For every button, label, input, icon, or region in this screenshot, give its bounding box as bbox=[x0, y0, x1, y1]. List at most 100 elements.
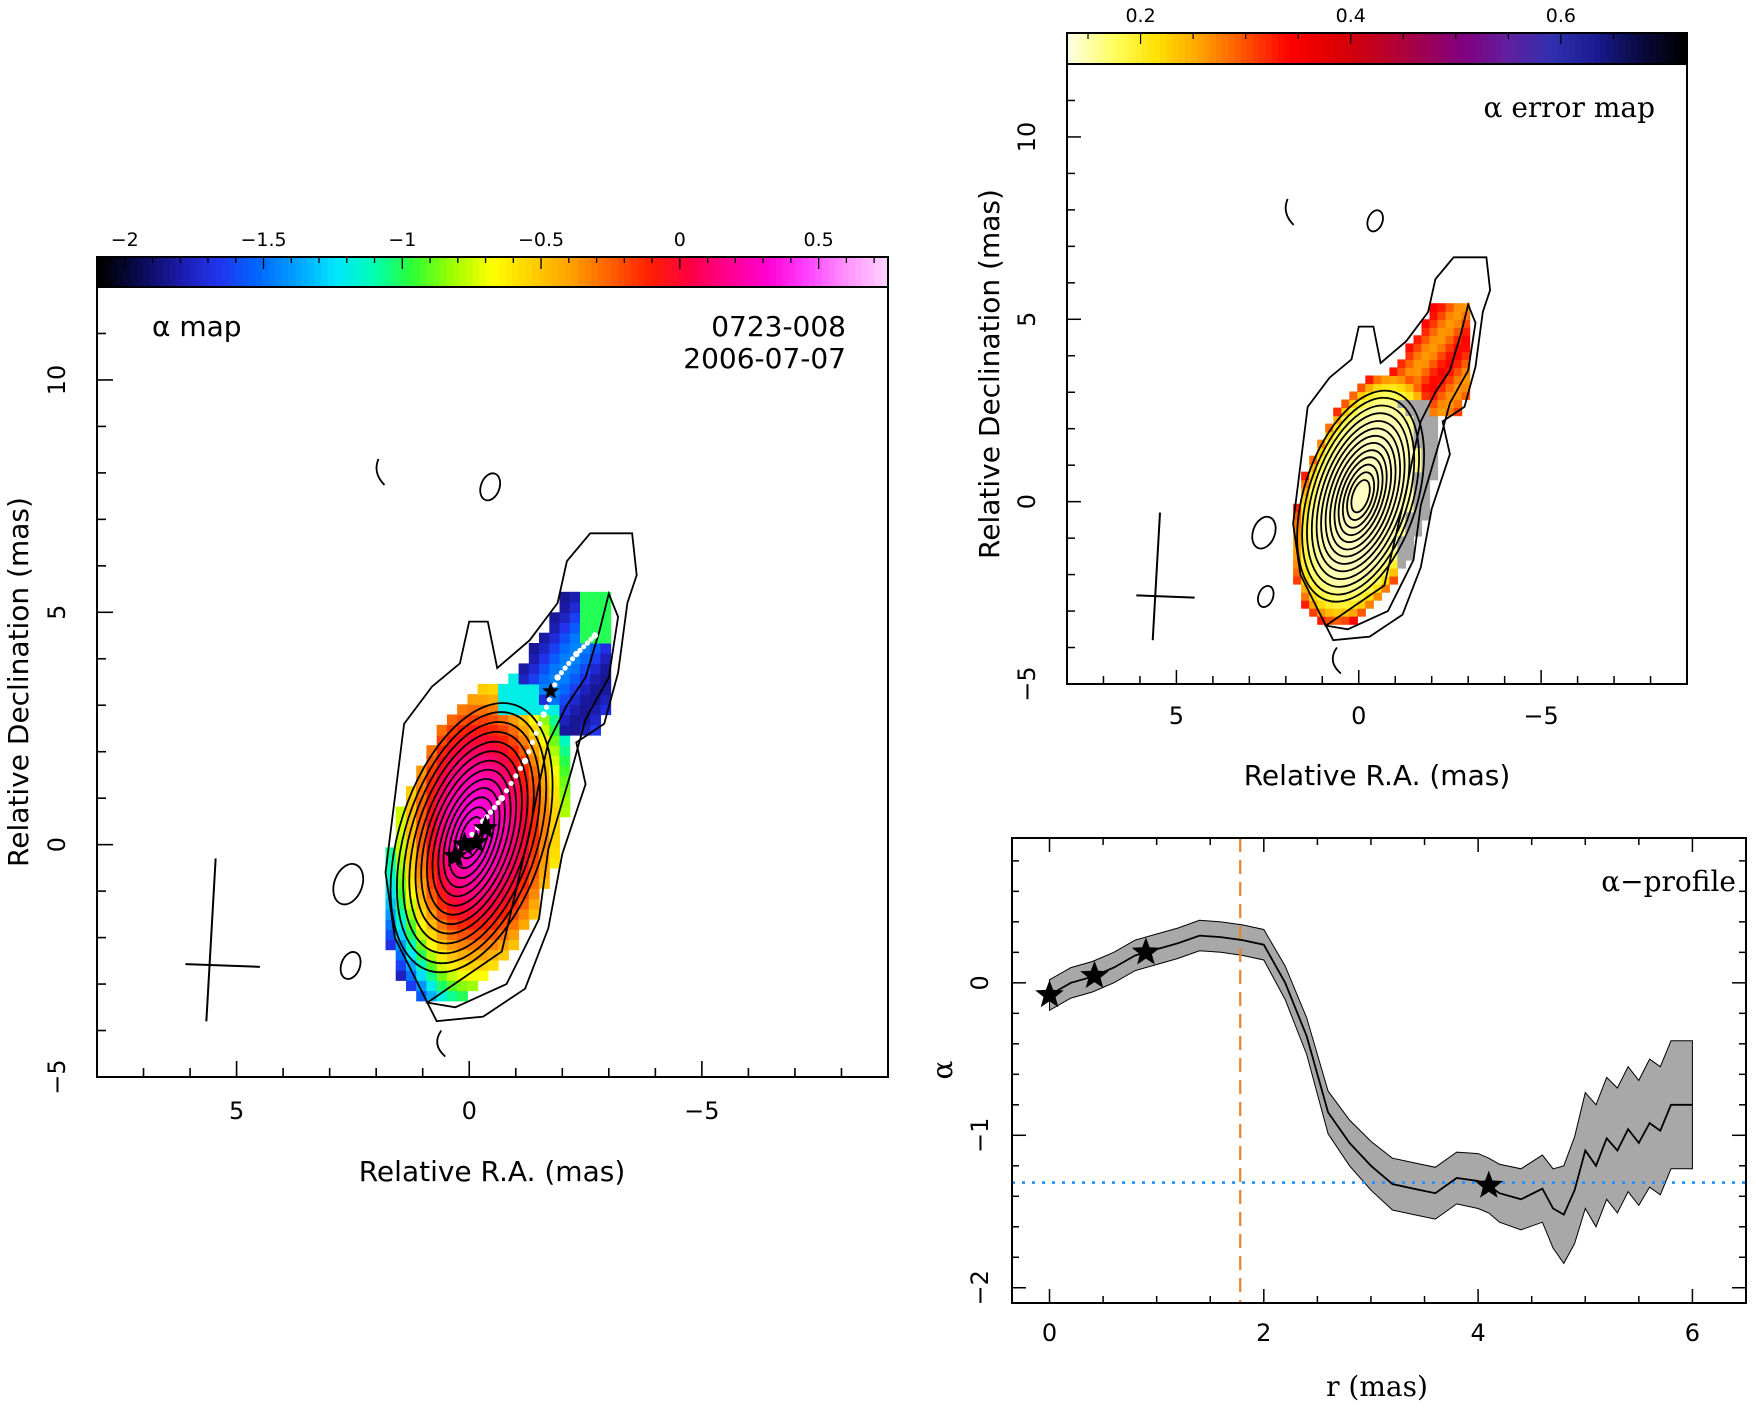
colorbar-swatch bbox=[1098, 33, 1105, 64]
error-pixel bbox=[1429, 407, 1439, 417]
alpha-pixel bbox=[580, 602, 591, 613]
error-pixel bbox=[1309, 560, 1318, 569]
alpha-error-map-label: α error map bbox=[1484, 91, 1655, 124]
ridge-point bbox=[581, 644, 587, 650]
error-pixel bbox=[1309, 527, 1318, 537]
ridge-point bbox=[584, 640, 591, 646]
alpha-pixel bbox=[487, 714, 499, 726]
error-pixel bbox=[1325, 471, 1334, 481]
error-pixel bbox=[1429, 359, 1439, 368]
error-pixel bbox=[1365, 511, 1374, 521]
error-pixel bbox=[1349, 503, 1358, 513]
alpha-pixel bbox=[416, 898, 427, 910]
alpha-pixel bbox=[406, 908, 417, 920]
colorbar-swatch bbox=[162, 257, 171, 287]
ridge-point bbox=[469, 831, 475, 838]
error-pixel bbox=[1445, 327, 1455, 336]
error-pixel bbox=[1341, 576, 1350, 585]
alpha-pixel bbox=[467, 878, 479, 889]
alpha-pixel bbox=[426, 980, 438, 992]
alpha-pixel bbox=[559, 602, 571, 613]
error-pixel bbox=[1461, 375, 1471, 385]
alpha-pixel bbox=[539, 745, 550, 756]
colorbar-swatch bbox=[578, 257, 586, 287]
error-pixel bbox=[1365, 423, 1374, 433]
colorbar-swatch bbox=[1507, 33, 1514, 64]
alpha-pixel bbox=[426, 847, 438, 859]
error-pixel bbox=[1365, 527, 1374, 537]
alpha-pixel bbox=[416, 959, 427, 971]
colorbar-tick-label: 0.2 bbox=[1125, 5, 1155, 27]
alpha-pixel bbox=[446, 939, 458, 951]
error-pixel bbox=[1381, 471, 1390, 481]
error-pixel bbox=[1437, 335, 1447, 344]
error-pixel bbox=[1381, 455, 1390, 465]
error-pixel bbox=[1389, 415, 1398, 425]
error-pixel bbox=[1445, 319, 1455, 328]
colorbar-swatch bbox=[143, 257, 151, 287]
alpha-map-star-marker bbox=[473, 815, 498, 839]
error-pixel bbox=[1437, 375, 1447, 385]
alpha-pixel bbox=[498, 908, 509, 920]
error-pixel bbox=[1429, 399, 1439, 409]
error-pixel bbox=[1357, 600, 1366, 609]
alpha-pixel bbox=[457, 888, 468, 900]
error-pixel bbox=[1429, 319, 1439, 328]
alpha-pixel bbox=[477, 724, 489, 736]
alpha-pixel bbox=[406, 837, 417, 848]
alpha-pixel bbox=[457, 939, 468, 951]
alpha-pixel bbox=[539, 775, 550, 787]
ridge-point bbox=[498, 795, 505, 802]
colorbar-swatch bbox=[512, 257, 520, 287]
alpha-profile-star-marker bbox=[1131, 937, 1161, 965]
colorbar-swatch bbox=[822, 257, 830, 287]
error-pixel bbox=[1381, 535, 1390, 545]
error-pixel bbox=[1365, 415, 1374, 425]
error-pixel bbox=[1437, 367, 1447, 376]
error-pixel bbox=[1325, 495, 1334, 505]
error-pixel bbox=[1365, 391, 1374, 401]
alpha-pixel bbox=[528, 847, 540, 859]
alpha-pixel bbox=[457, 735, 468, 746]
error-pixel bbox=[1389, 455, 1398, 465]
alpha-pixel bbox=[559, 653, 571, 664]
error-pixel bbox=[1357, 479, 1366, 489]
error-pixel bbox=[1365, 600, 1374, 609]
ridge-point bbox=[508, 780, 514, 786]
colorbar-swatch bbox=[452, 257, 461, 287]
alpha-pixel bbox=[426, 990, 438, 1002]
alpha-pixel bbox=[498, 765, 509, 777]
alpha-pixel bbox=[539, 724, 550, 736]
error-pixel bbox=[1349, 423, 1358, 433]
alpha-pixel bbox=[549, 827, 561, 838]
alpha-pixel bbox=[426, 775, 438, 787]
error-pixel bbox=[1429, 311, 1439, 320]
alpha-error-map-frame bbox=[1066, 63, 1688, 685]
colorbar-swatch bbox=[1308, 33, 1316, 64]
alpha-pixel bbox=[457, 970, 468, 981]
alpha-pixel bbox=[406, 888, 417, 900]
colorbar-swatch bbox=[604, 257, 612, 287]
error-pixel bbox=[1461, 351, 1471, 360]
alpha-map-star-marker bbox=[452, 831, 477, 856]
error-pixel bbox=[1405, 383, 1414, 393]
y-tick-label: −5 bbox=[43, 1059, 71, 1094]
alpha-pixel bbox=[467, 694, 479, 705]
colorbar-swatch bbox=[518, 257, 527, 287]
error-pixel bbox=[1421, 335, 1431, 344]
colorbar-tick-label: 0.5 bbox=[804, 229, 834, 251]
alpha-pixel bbox=[467, 939, 479, 951]
error-pixel bbox=[1341, 495, 1350, 505]
colorbar-swatch bbox=[294, 257, 302, 287]
ridge-point bbox=[503, 788, 510, 794]
alpha-pixel bbox=[518, 683, 530, 695]
alpha-pixel bbox=[467, 949, 479, 961]
colorbar-swatch bbox=[1631, 33, 1638, 64]
error-pixel bbox=[1317, 600, 1326, 609]
colorbar-swatch bbox=[1129, 33, 1136, 64]
error-pixel bbox=[1349, 439, 1358, 449]
alpha-pixel bbox=[508, 878, 520, 889]
alpha-pixel bbox=[528, 867, 540, 879]
error-pixel bbox=[1389, 527, 1398, 537]
alpha-pixel bbox=[498, 724, 509, 736]
